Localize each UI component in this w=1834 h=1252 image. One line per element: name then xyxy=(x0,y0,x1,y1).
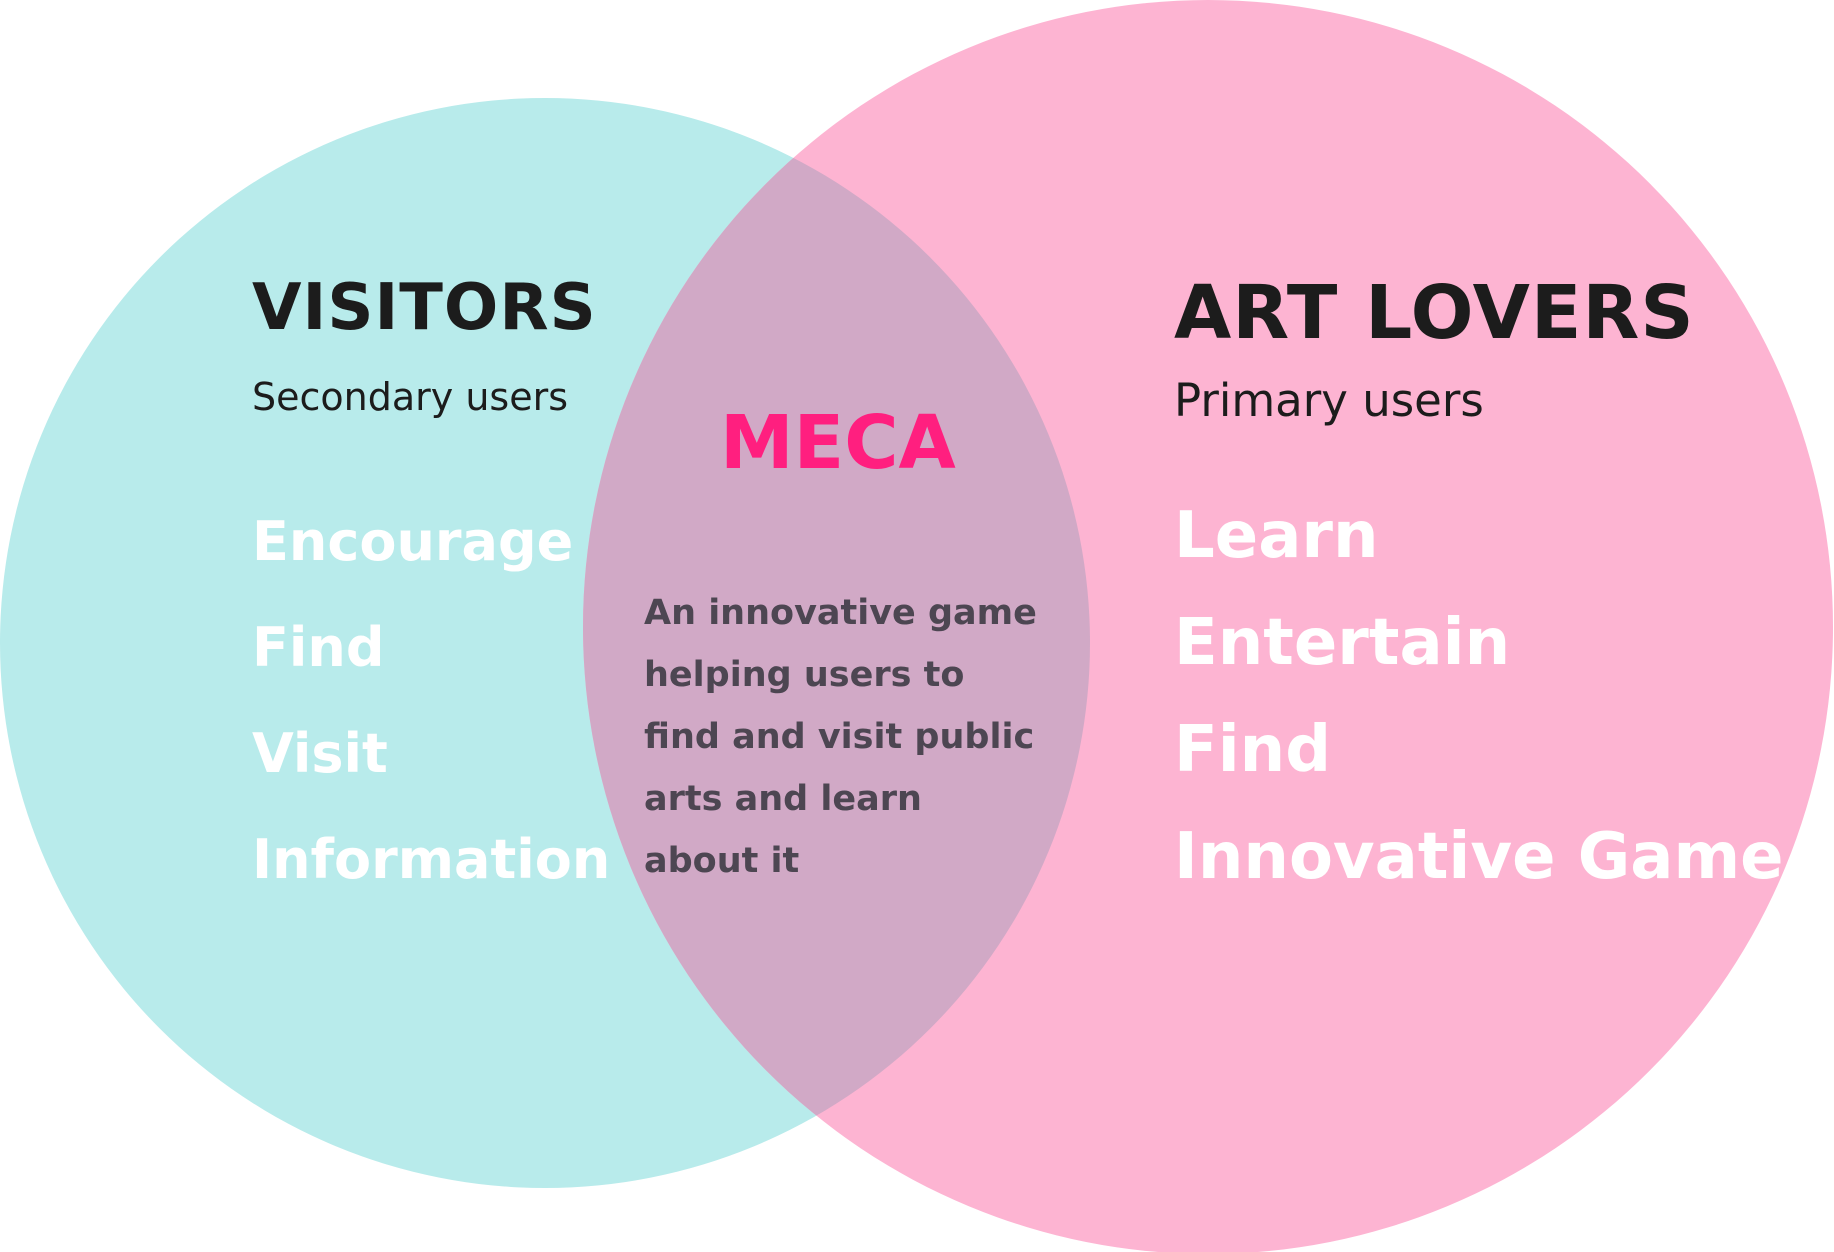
visitors-goal-item: Find xyxy=(252,616,385,679)
art-lovers-goal-item: Learn xyxy=(1174,499,1379,573)
visitors-goal-item: Encourage xyxy=(252,510,574,573)
art-lovers-title: ART LOVERS xyxy=(1174,270,1695,356)
art-lovers-goal-item: Entertain xyxy=(1174,606,1511,680)
visitors-title: VISITORS xyxy=(252,271,597,345)
art-lovers-subtitle: Primary users xyxy=(1174,374,1484,427)
art-lovers-goal-item: Find xyxy=(1174,713,1332,787)
visitors-subtitle: Secondary users xyxy=(252,375,569,419)
art-lovers-goal-list: Learn Entertain Find Innovative Game xyxy=(1174,500,1784,928)
meca-title: MECA xyxy=(720,400,956,486)
visitors-goal-item: Visit xyxy=(252,722,388,785)
art-lovers-goal-item: Innovative Game xyxy=(1174,820,1784,894)
meca-description: An innovative game helping users to find… xyxy=(644,593,1037,881)
visitors-goal-item: Information xyxy=(252,828,611,891)
visitors-goal-list: Encourage Find Visit Information xyxy=(252,510,610,934)
overlap-region xyxy=(583,98,1090,1188)
